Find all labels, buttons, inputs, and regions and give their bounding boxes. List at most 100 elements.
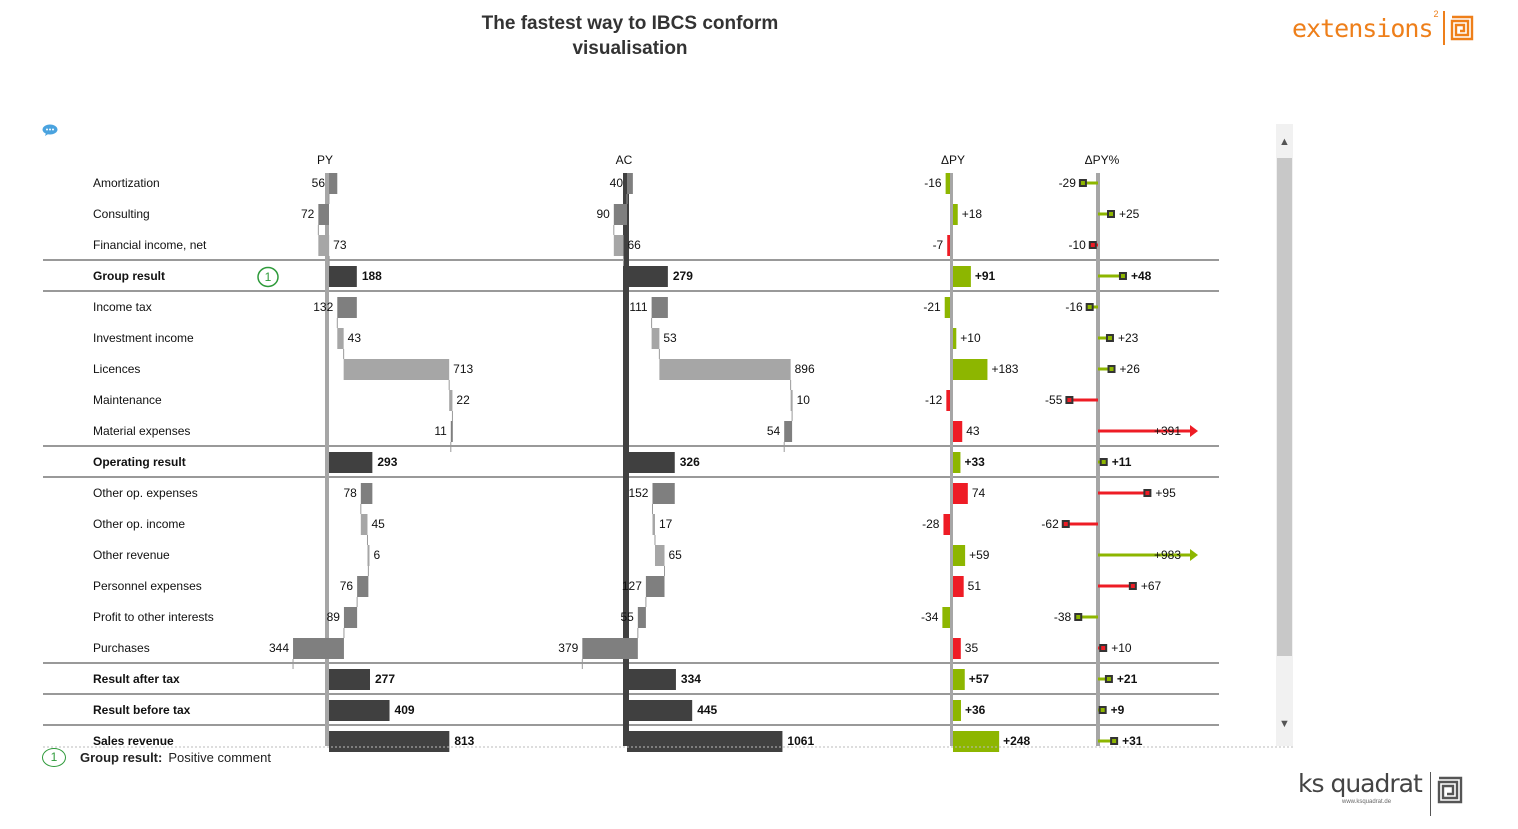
py-value: 72 [301,207,315,221]
dpct-value: +23 [1118,331,1139,345]
dpy-bar [944,297,950,318]
dpy-bar [953,421,963,442]
dpct-value: +9 [1111,703,1125,717]
ac-item-bar [654,545,665,566]
row-label: Result before tax [93,703,191,717]
py-value: 78 [343,486,357,500]
py-value: 45 [371,517,385,531]
comment-legend: 1 Group result: Positive comment [42,748,271,767]
py-item-bar [450,421,453,442]
dpy-bar [942,607,950,628]
ac-item-bar [790,390,793,411]
dpct-pin-core [1100,708,1105,712]
py-result-bar [329,731,450,752]
dpct-pin-core [1120,274,1125,278]
row-label: Group result [93,269,165,283]
row-label: Other op. income [93,517,185,531]
py-axis [325,173,329,746]
dpct-value: +391 [1154,424,1181,438]
dpct-pin-core [1112,739,1117,743]
vertical-scrollbar[interactable]: ▲ ▼ [1276,124,1293,746]
ac-value: 66 [627,238,641,252]
ac-item-bar [659,359,791,380]
dpy-bar [943,514,950,535]
ac-value: 90 [596,207,610,221]
dpy-bar [953,204,958,225]
dpct-pin-core [1145,491,1150,495]
ac-item-bar [652,483,675,504]
column-header-0: PY [317,153,333,167]
column-header-2: ΔPY [941,153,965,167]
ac-value: 10 [797,393,811,407]
ac-value: 1061 [787,734,814,748]
dpy-value: -7 [933,238,944,252]
scroll-up-icon[interactable]: ▲ [1279,136,1290,148]
dpy-value: +10 [960,331,981,345]
dpy-bar [953,452,961,473]
row-label: Maintenance [93,393,162,407]
py-value: 132 [313,300,333,314]
py-item-bar [343,607,358,628]
dpy-bar [945,173,950,194]
row-label: Purchases [93,641,150,655]
dpy-bar [953,700,961,721]
ac-item-bar [645,576,665,597]
ac-value: 127 [622,579,642,593]
py-value: 813 [454,734,474,748]
dpct-pin-core [1076,615,1081,619]
row-label: Licences [93,362,140,376]
dpy-bar [953,545,966,566]
py-value: 344 [269,641,289,655]
dpy-value: -16 [924,176,942,190]
dpy-bar [953,638,961,659]
ks-maze-logo-icon [1437,776,1462,804]
py-value: 293 [377,455,397,469]
py-value: 188 [362,269,382,283]
py-result-bar [329,700,390,721]
dpct-pin-core [1130,584,1135,588]
dpct-value: +983 [1154,548,1181,562]
logo-divider-bottom [1429,772,1431,816]
dpct-pin-core [1087,305,1092,309]
ac-value: 54 [767,424,781,438]
dpct-pin-core [1101,460,1106,464]
dpct-value: -10 [1068,238,1086,252]
dpct-axis [1096,173,1100,746]
dpct-value: +10 [1111,641,1132,655]
dpct-value: +21 [1117,672,1138,686]
py-value: 11 [434,424,447,438]
row-label: Result after tax [93,672,180,686]
row-label: Sales revenue [93,734,174,748]
dpy-bar [953,669,965,690]
dpct-value: -55 [1045,393,1063,407]
scroll-thumb[interactable] [1277,158,1292,656]
extensions-logo-sup: 2 [1433,9,1439,19]
py-value: 6 [373,548,380,562]
py-value: 277 [375,672,395,686]
dpy-value: -12 [925,393,943,407]
ac-item-bar [627,173,633,194]
py-value: 43 [348,331,362,345]
dpct-value: -62 [1041,517,1059,531]
dpy-value: +36 [965,703,986,717]
dpct-value: -38 [1054,610,1072,624]
legend-text: Positive comment [168,750,271,765]
ac-result-bar [627,731,783,752]
dpy-bar [953,483,968,504]
py-item-bar [293,638,344,659]
comment-icon[interactable] [42,124,58,136]
row-label: Personnel expenses [93,579,202,593]
dpct-pin-core [1067,398,1072,402]
py-result-bar [329,452,373,473]
dpy-axis [950,173,953,746]
dpct-pin-core [1101,646,1106,650]
scroll-down-icon[interactable]: ▼ [1279,718,1290,730]
dpy-bar [953,266,971,287]
title-line-1: The fastest way to IBCS conform [481,13,779,34]
dpy-value: +57 [969,672,990,686]
dpy-value: +183 [991,362,1018,376]
py-item-bar [318,235,330,256]
dpct-value: +48 [1131,269,1152,283]
dpct-pin-core [1080,181,1085,185]
dpct-pin-core [1109,212,1113,216]
